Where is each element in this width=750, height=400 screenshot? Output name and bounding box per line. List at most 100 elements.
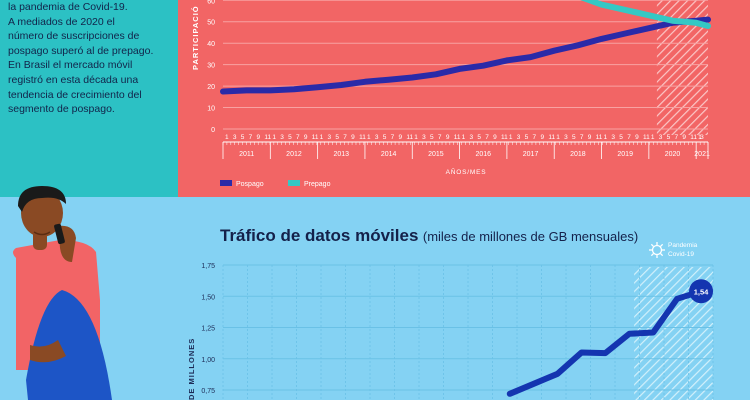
- month-tick-label: 3: [375, 134, 379, 141]
- year-tick-label: 2013: [334, 151, 350, 158]
- virus-core: [651, 244, 663, 256]
- intro-line: número de suscripciones de: [8, 30, 140, 43]
- month-tick-label: 7: [391, 134, 395, 141]
- month-tick-label: 5: [525, 134, 529, 141]
- month-tick-label: 5: [241, 134, 245, 141]
- y-tick-label: 1,25: [201, 326, 215, 333]
- month-tick-label: 1: [462, 134, 466, 141]
- legend-label-prepago: Prepago: [304, 181, 331, 188]
- month-tick-label: 7: [249, 134, 253, 141]
- year-tick-label: 2020: [665, 151, 681, 158]
- virus-spike: [650, 243, 654, 247]
- month-tick-label: 1: [414, 134, 418, 141]
- month-tick-label: 9: [635, 134, 639, 141]
- y-tick-label: 40: [207, 41, 215, 48]
- month-tick-label: 5: [572, 134, 576, 141]
- month-tick-label: 3: [469, 134, 473, 141]
- traffic-panel: [0, 197, 750, 400]
- month-tick-label: 7: [675, 134, 679, 141]
- month-tick-label: 11: [690, 134, 697, 141]
- annotation-line: Covid-19: [668, 251, 694, 258]
- month-tick-label: 1: [509, 134, 513, 141]
- month-tick-label: 5: [477, 134, 481, 141]
- legend-swatch-prepago: [288, 180, 300, 186]
- intro-line: pospago superó al de prepago.: [8, 44, 154, 57]
- y-tick-label: 30: [207, 63, 215, 70]
- intro-line: En Brasil el mercado móvil: [8, 59, 133, 72]
- intro-line: tendencia de crecimiento del: [8, 88, 142, 101]
- legend-label-pospago: Pospago: [236, 181, 264, 188]
- month-tick-label: 11: [264, 134, 271, 141]
- y-tick-label: 50: [207, 20, 215, 27]
- intro-line: registró en esta década una: [8, 73, 139, 86]
- year-tick-label: 2012: [286, 151, 302, 158]
- y-tick-label: 0,75: [201, 388, 215, 395]
- traffic-chart-title: Tráfico de datos móviles: [220, 226, 419, 245]
- month-tick-label: 1: [320, 134, 324, 141]
- month-tick-label: 7: [438, 134, 442, 141]
- month-tick-label: 7: [343, 134, 347, 141]
- month-tick-label: 3: [517, 134, 521, 141]
- year-tick-label: 2017: [523, 151, 539, 158]
- month-tick-label: 9: [304, 134, 308, 141]
- year-tick-label: 2021: [694, 151, 710, 158]
- virus-spike: [650, 253, 654, 257]
- month-tick-label: 7: [533, 134, 537, 141]
- month-tick-label: 1: [556, 134, 560, 141]
- annotation-line: Pandemia: [668, 242, 698, 249]
- subscriptions-panel: [178, 0, 750, 197]
- month-tick-label: 3: [700, 134, 704, 141]
- y-axis-label: DE MILLONES: [187, 338, 196, 400]
- legend-swatch-pospago: [220, 180, 232, 186]
- month-tick-label: 9: [446, 134, 450, 141]
- traffic-chart-title-line: Tráfico de datos móviles (miles de millo…: [220, 226, 638, 246]
- x-axis-label: AÑOS/MES: [446, 167, 487, 176]
- month-tick-label: 7: [296, 134, 300, 141]
- year-tick-label: 2016: [475, 151, 491, 158]
- y-tick-label: 20: [207, 84, 215, 91]
- month-tick-label: 3: [233, 134, 237, 141]
- month-tick-label: 7: [627, 134, 631, 141]
- year-tick-label: 2019: [617, 151, 633, 158]
- month-tick-label: 5: [383, 134, 387, 141]
- month-tick-label: 3: [328, 134, 332, 141]
- traffic-series-line: [506, 288, 704, 397]
- month-tick-label: 9: [540, 134, 544, 141]
- intro-text: la pandemia de Covid-19. A mediados de 2…: [8, 0, 168, 117]
- year-tick-label: 2018: [570, 151, 586, 158]
- month-tick-label: 11: [643, 134, 650, 141]
- y-tick-label: 1,75: [201, 263, 215, 270]
- intro-line: la pandemia de Covid-19.: [8, 1, 128, 13]
- month-tick-label: 9: [351, 134, 355, 141]
- year-tick-label: 2015: [428, 151, 444, 158]
- traffic-chart: 0,75 1,00 1,25 1,50 1,75 DE MILLONES 1,54 Pande…: [187, 242, 714, 400]
- last-value-label: 1,54: [694, 287, 709, 296]
- month-tick-label: 1: [225, 134, 229, 141]
- month-tick-label: 1: [698, 134, 702, 141]
- month-tick-label: 7: [580, 134, 584, 141]
- y-tick-label: 60: [207, 0, 215, 5]
- y-tick-label: 0: [211, 127, 215, 134]
- virus-spike: [660, 253, 664, 257]
- month-tick-label: 3: [422, 134, 426, 141]
- month-tick-label: 1: [604, 134, 608, 141]
- month-tick-label: 11: [359, 134, 366, 141]
- month-tick-label: 11: [312, 134, 319, 141]
- month-tick-label: 5: [288, 134, 292, 141]
- month-tick-label: 1: [651, 134, 655, 141]
- intro-line: segmento de pospago.: [8, 103, 115, 116]
- person-phone-illustration: [13, 186, 112, 400]
- month-tick-label: 11: [454, 134, 461, 141]
- series-line-prepago: [580, 0, 711, 29]
- month-tick-label: 1: [272, 134, 276, 141]
- last-value-marker: [689, 279, 714, 304]
- y-axis-label: PARTICIPACIÓ: [191, 5, 200, 70]
- month-tick-label: 3: [564, 134, 568, 141]
- intro-panel: la pandemia de Covid-19. A mediados de 2…: [0, 0, 178, 197]
- month-tick-label: 9: [682, 134, 686, 141]
- intro-line: A mediados de 2020 el: [8, 15, 115, 28]
- month-tick-label: 9: [257, 134, 261, 141]
- month-tick-label: 7: [485, 134, 489, 141]
